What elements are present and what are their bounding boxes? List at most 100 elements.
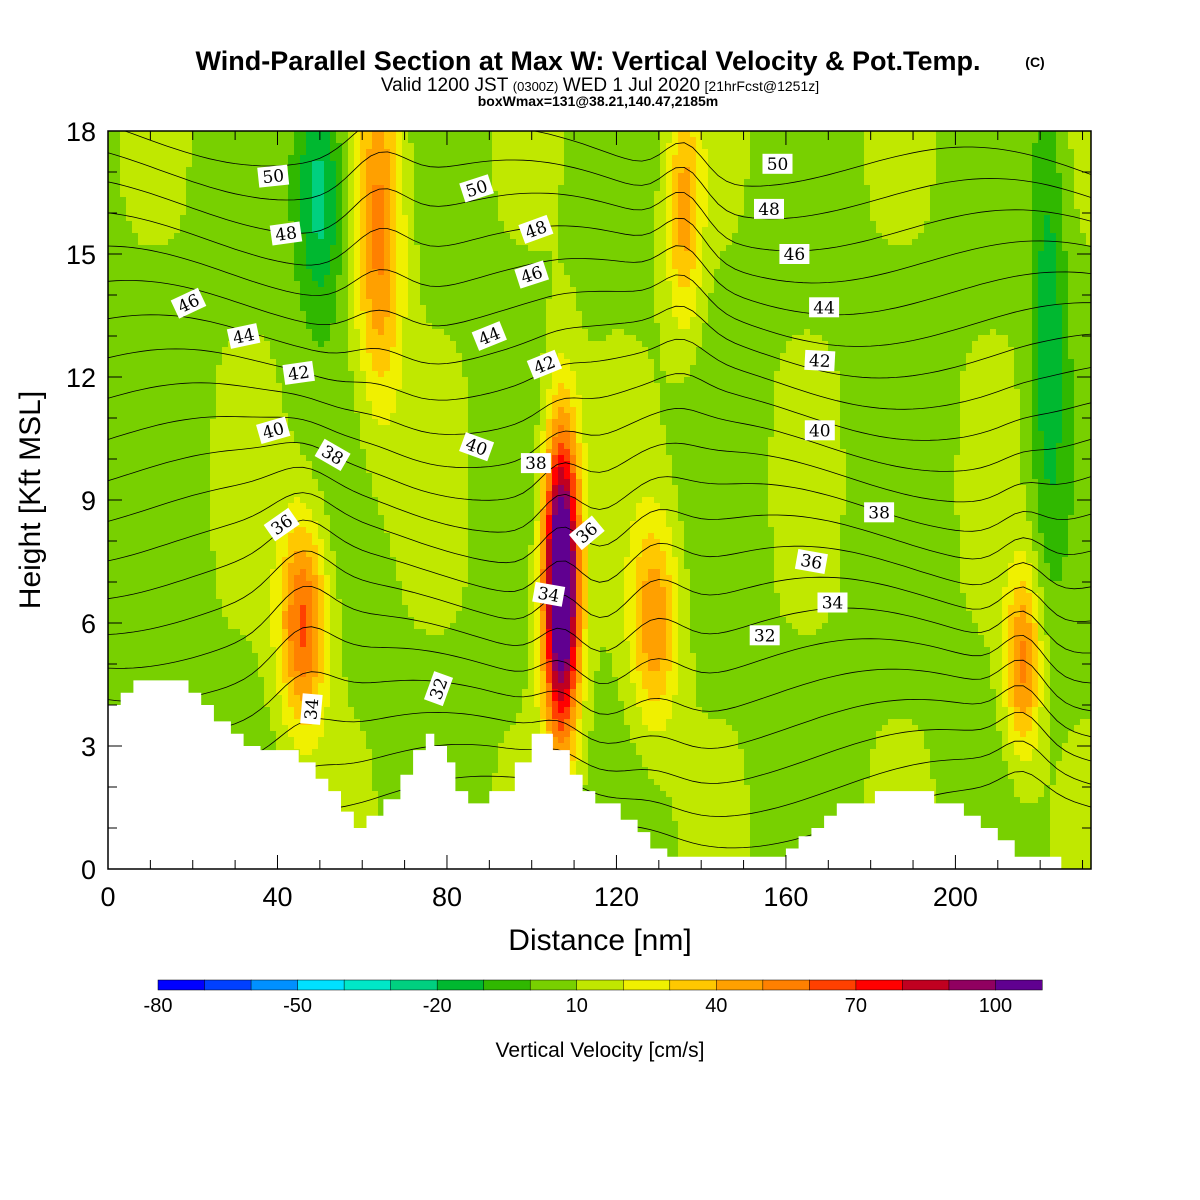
heat-cell (204, 191, 211, 198)
heat-cell (144, 551, 151, 558)
heat-cell (252, 485, 259, 492)
heat-cell (216, 491, 223, 498)
heat-cell (108, 299, 115, 306)
heat-cell (324, 233, 331, 240)
heat-cell (132, 659, 139, 666)
heat-cell (240, 371, 247, 378)
heat-cell (192, 605, 199, 612)
heat-cell (162, 209, 169, 216)
heat-cell (276, 209, 283, 216)
heat-cell (324, 275, 331, 282)
heat-cell (198, 275, 205, 282)
heat-cell (336, 515, 343, 522)
heat-cell (246, 689, 253, 696)
heat-cell (276, 359, 283, 366)
heat-cell (270, 245, 277, 252)
heat-cell (270, 665, 277, 672)
heat-cell (162, 437, 169, 444)
heat-cell (306, 209, 313, 216)
heat-cell (150, 653, 157, 660)
heat-cell (162, 605, 169, 612)
heat-cell (114, 401, 121, 408)
heat-cell (336, 593, 343, 600)
heat-cell (120, 461, 127, 468)
heat-cell (204, 551, 211, 558)
heat-cell (180, 437, 187, 444)
heat-cell (132, 197, 139, 204)
heat-cell (288, 401, 295, 408)
heat-cell (246, 539, 253, 546)
heat-cell (186, 515, 193, 522)
heat-cell (204, 683, 211, 690)
heat-cell (162, 575, 169, 582)
heat-cell (234, 371, 241, 378)
heat-cell (318, 593, 325, 600)
heat-cell (108, 449, 115, 456)
heat-cell (264, 395, 271, 402)
heat-cell (234, 467, 241, 474)
heat-cell (156, 263, 163, 270)
heat-cell (162, 269, 169, 276)
heat-cell (192, 239, 199, 246)
heat-cell (114, 425, 121, 432)
heat-cell (132, 575, 139, 582)
heat-cell (270, 413, 277, 420)
heat-cell (318, 749, 325, 756)
heat-cell (306, 755, 313, 762)
heat-cell (336, 737, 343, 744)
heat-cell (150, 647, 157, 654)
heat-cell (108, 173, 115, 180)
heat-cell (342, 545, 349, 552)
heat-cell (150, 377, 157, 384)
heat-cell (120, 635, 127, 642)
heat-cell (288, 683, 295, 690)
heat-cell (252, 461, 259, 468)
heat-cell (222, 305, 229, 312)
heat-cell (120, 305, 127, 312)
heat-cell (306, 545, 313, 552)
heat-cell (198, 485, 205, 492)
heat-cell (192, 425, 199, 432)
heat-cell (312, 221, 319, 228)
heat-cell (282, 539, 289, 546)
heat-cell (288, 335, 295, 342)
heat-cell (222, 275, 229, 282)
heat-cell (204, 665, 211, 672)
heat-cell (252, 641, 259, 648)
heat-cell (306, 137, 313, 144)
heat-cell (330, 515, 337, 522)
heat-cell (342, 665, 349, 672)
heat-cell (138, 353, 145, 360)
heat-cell (348, 305, 355, 312)
heat-cell (330, 251, 337, 258)
heat-cell (126, 233, 133, 240)
heat-cell (336, 539, 343, 546)
heat-cell (312, 425, 319, 432)
heat-cell (330, 599, 337, 606)
heat-cell (204, 605, 211, 612)
heat-cell (210, 221, 217, 228)
heat-cell (288, 503, 295, 510)
heat-cell (228, 185, 235, 192)
heat-cell (258, 695, 265, 702)
heat-cell (300, 413, 307, 420)
heat-cell (228, 617, 235, 624)
heat-cell (330, 545, 337, 552)
heat-cell (318, 575, 325, 582)
heat-cell (240, 233, 247, 240)
heat-cell (258, 245, 265, 252)
heat-cell (252, 365, 259, 372)
heat-cell (258, 455, 265, 462)
heat-cell (330, 407, 337, 414)
heat-cell (174, 545, 181, 552)
heat-cell (312, 575, 319, 582)
heat-cell (336, 695, 343, 702)
heat-cell (330, 725, 337, 732)
heat-cell (138, 503, 145, 510)
heat-cell (108, 431, 115, 438)
heat-cell (348, 293, 355, 300)
heat-cell (150, 527, 157, 534)
heat-cell (168, 629, 175, 636)
heat-cell (216, 137, 223, 144)
heat-cell (306, 617, 313, 624)
